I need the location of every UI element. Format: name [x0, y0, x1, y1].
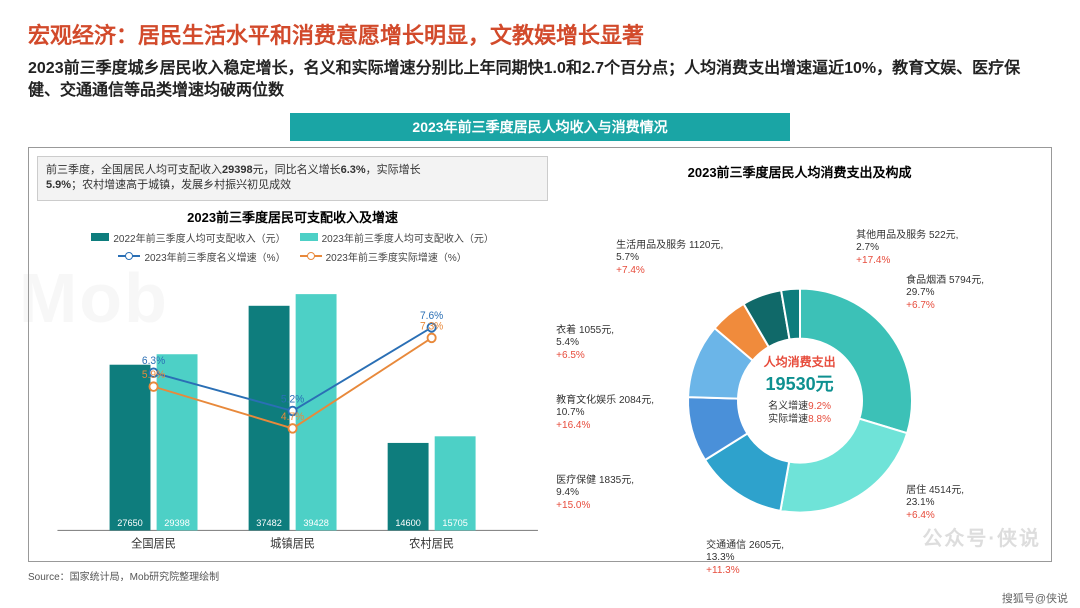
svg-text:37482: 37482 [256, 517, 282, 528]
svg-text:城镇居民: 城镇居民 [270, 536, 315, 550]
slice-label: 教育文化娱乐 2084元,10.7%+16.4% [556, 395, 696, 433]
footer-credit: 搜狐号@侠说 [1002, 590, 1068, 606]
donut-chart: 人均消费支出 19530元 名义增速9.2% 实际增速8.8% 食品烟酒 579… [556, 185, 1043, 586]
svg-text:4.7%: 4.7% [281, 411, 304, 422]
page-subtitle: 2023前三季度城乡居民收入稳定增长，名义和实际增速分别比上年同期快1.0和2.… [28, 58, 1052, 103]
svg-text:29398: 29398 [164, 517, 190, 528]
svg-text:27650: 27650 [117, 517, 143, 528]
slice-label: 其他用品及服务 522元,2.7%+17.4% [856, 230, 996, 268]
slice-label: 衣着 1055元,5.4%+6.5% [556, 325, 696, 363]
svg-text:农村居民: 农村居民 [409, 536, 454, 550]
svg-text:5.9%: 5.9% [142, 369, 165, 380]
svg-text:14600: 14600 [395, 517, 421, 528]
bar-chart: 27650 29398 全国居民 37482 39428 城镇居民 14600 15705 农村… [37, 268, 548, 557]
svg-text:15705: 15705 [442, 517, 468, 528]
svg-text:39428: 39428 [303, 517, 329, 528]
slice-label: 医疗保健 1835元,9.4%+15.0% [556, 475, 696, 513]
svg-text:5.2%: 5.2% [281, 394, 304, 405]
bar-chart-title: 2023前三季度居民可支配收入及增速 [37, 207, 548, 226]
svg-text:全国居民: 全国居民 [131, 536, 176, 550]
svg-text:6.3%: 6.3% [142, 356, 165, 367]
slice-label: 食品烟酒 5794元,29.7%+6.7% [906, 275, 1046, 313]
page-title: 宏观经济：居民生活水平和消费意愿增长明显，文教娱增长显著 [28, 18, 1052, 50]
slice-label: 生活用品及服务 1120元,5.7%+7.4% [616, 240, 756, 278]
svg-text:7.3%: 7.3% [420, 321, 443, 332]
donut-title: 2023前三季度居民人均消费支出及构成 [556, 162, 1043, 181]
bar-legend: 2022年前三季度人均可支配收入（元）2023年前三季度人均可支配收入（元）.l… [37, 230, 548, 264]
slice-label: 居住 4514元,23.1%+6.4% [906, 485, 1046, 523]
slice-label: 交通通信 2605元,13.3%+11.3% [706, 540, 846, 578]
content-frame: Mob 公众号·侠说 前三季度，全国居民人均可支配收入29398元，同比名义增长… [28, 147, 1052, 562]
section-banner: 2023年前三季度居民人均收入与消费情况 [290, 113, 790, 141]
donut-center: 人均消费支出 19530元 名义增速9.2% 实际增速8.8% [730, 353, 870, 426]
note-box: 前三季度，全国居民人均可支配收入29398元，同比名义增长6.3%，实际增长 5… [37, 156, 548, 201]
